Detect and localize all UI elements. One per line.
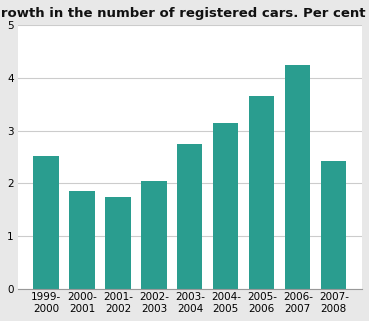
Bar xyxy=(213,123,238,289)
Bar xyxy=(33,156,59,289)
Bar xyxy=(105,197,131,289)
Bar xyxy=(177,144,203,289)
Bar xyxy=(285,65,310,289)
Bar xyxy=(69,191,94,289)
Text: Growth in the number of registered cars. Per cent: Growth in the number of registered cars.… xyxy=(0,7,366,20)
Bar xyxy=(141,181,166,289)
Bar xyxy=(321,161,346,289)
Bar xyxy=(249,96,275,289)
